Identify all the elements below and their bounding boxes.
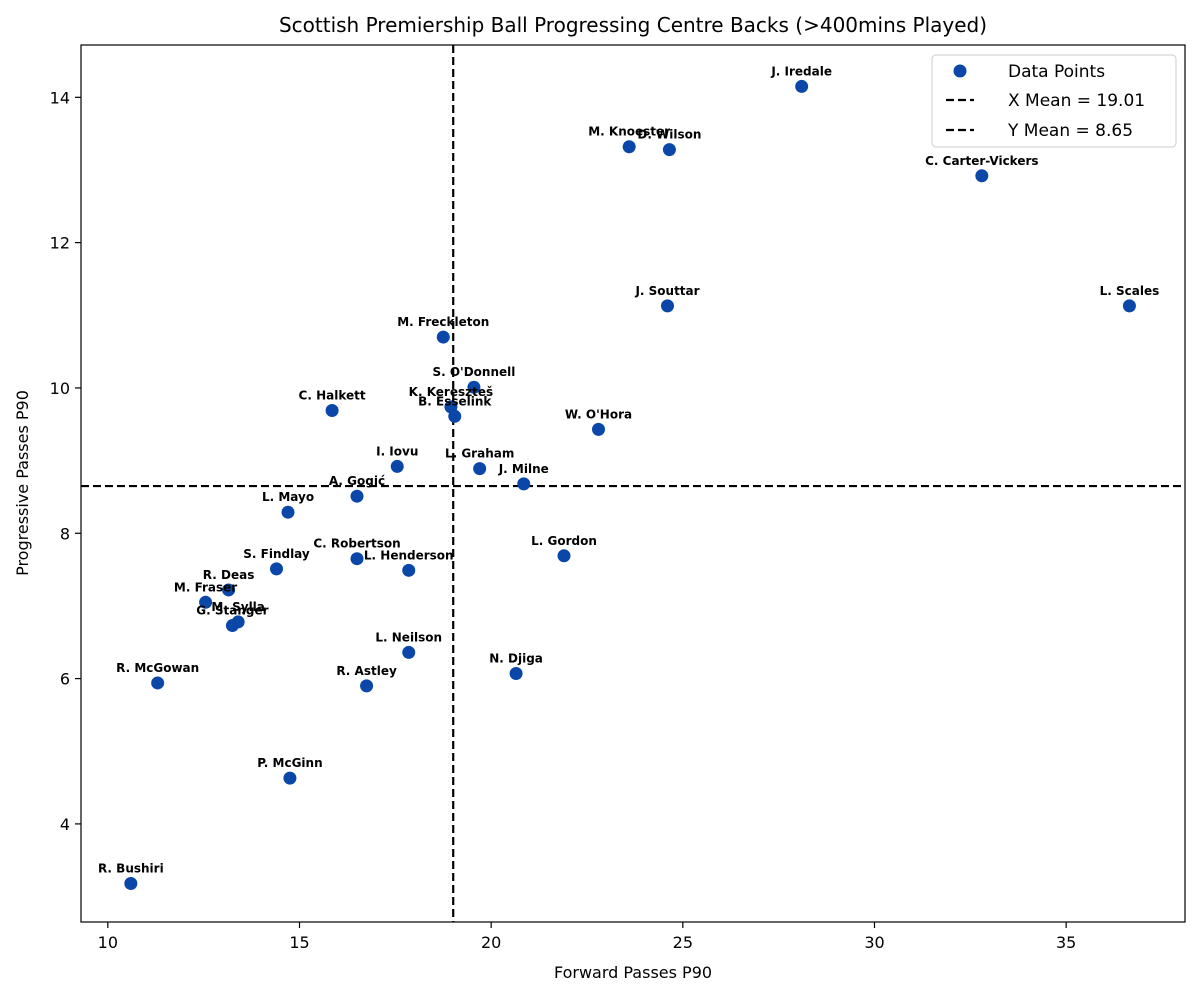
plot-area: 10 15 20 25 30 35 4 6 8 10 12 14 J. Iredale M. Knoest… (50, 44, 1186, 952)
plot-frame (80, 44, 1186, 923)
data-point (662, 143, 676, 157)
data-point (402, 563, 416, 577)
data-point-label: L. Graham (445, 447, 514, 461)
data-point-label: M. Knoester (588, 125, 670, 139)
y-tick-label: 6 (60, 670, 70, 689)
x-tick-label: 15 (289, 933, 309, 952)
data-point-label: L. Henderson (364, 548, 454, 562)
data-point-label: M. Fraser (174, 580, 237, 594)
data-point-label: R. Deas (203, 568, 255, 582)
legend-entry: X Mean = 19.01 (1008, 91, 1145, 111)
data-point-label: R. McGowan (116, 661, 199, 675)
data-point (448, 409, 462, 423)
data-point-label: B. Esselink (418, 394, 492, 408)
legend-entry: Y Mean = 8.65 (1007, 121, 1133, 141)
data-point-label: C. Halkett (299, 388, 366, 402)
data-point (402, 645, 416, 659)
data-point (795, 79, 809, 93)
data-point (467, 380, 481, 394)
data-point (225, 619, 239, 633)
x-tick-label: 35 (1056, 933, 1076, 952)
data-point-label: M. Freckleton (397, 315, 489, 329)
x-tick-label: 30 (864, 933, 884, 952)
data-point (436, 330, 450, 344)
data-point-label: L. Mayo (262, 490, 314, 504)
data-point-label: I. Iovu (376, 444, 418, 458)
data-point-label: N. Djiga (489, 652, 543, 666)
data-point (390, 459, 404, 473)
data-point (350, 552, 364, 566)
data-point (283, 771, 297, 785)
data-point-label: M. Sylla (211, 600, 264, 614)
data-point (557, 549, 571, 563)
legend-marker-points (953, 64, 967, 78)
data-point (151, 676, 165, 690)
data-point (1122, 299, 1136, 313)
data-point-label: K. Kereszteš (409, 385, 493, 399)
data-point-label: S. Findlay (243, 547, 310, 561)
data-point-label: P. McGinn (257, 756, 322, 770)
data-point-label: D. Wilson (637, 128, 701, 142)
legend: Data Points X Mean = 19.01 Y Mean = 8.65 (931, 54, 1177, 148)
data-point (622, 140, 636, 154)
data-point (592, 422, 605, 436)
data-point-label: A. Gogić (329, 474, 385, 488)
legend-entry: Data Points (1008, 62, 1105, 82)
data-point (975, 169, 989, 183)
data-point-label: J. Milne (498, 462, 549, 476)
data-point-label: L. Gordon (531, 534, 597, 548)
data-point (350, 489, 364, 503)
x-tick-label: 25 (673, 933, 693, 952)
y-tick-label: 8 (60, 524, 70, 543)
data-point-label: R. Bushiri (98, 861, 164, 875)
data-point-label: S. O'Donnell (432, 365, 515, 379)
data-point (124, 876, 138, 890)
data-point (281, 505, 295, 519)
data-point-label: L. Scales (1100, 284, 1160, 298)
x-tick-label: 10 (98, 933, 118, 952)
y-tick-label: 4 (60, 815, 70, 834)
legend-box (931, 54, 1177, 148)
data-point (473, 462, 487, 476)
data-point (360, 679, 374, 693)
data-point (325, 403, 339, 417)
chart-title: Scottish Premiership Ball Progressing Ce… (279, 13, 987, 37)
data-point-label: J. Souttar (634, 284, 699, 298)
data-point (270, 562, 283, 576)
data-point-label: G. Stanger (196, 604, 268, 618)
y-tick-label: 12 (50, 234, 70, 253)
y-tick-label: 14 (50, 88, 70, 107)
y-axis-label: Progressive Passes P90 (13, 390, 32, 576)
data-point (661, 299, 674, 313)
data-point-label: C. Robertson (313, 537, 400, 551)
data-point (509, 667, 523, 681)
data-point-label: J. Iredale (770, 64, 832, 78)
data-point-label: R. Astley (336, 664, 397, 678)
data-point (199, 595, 213, 609)
x-tick-label: 20 (481, 933, 501, 952)
data-point (222, 583, 236, 597)
x-axis-label: Forward Passes P90 (554, 963, 712, 982)
data-point-label: C. Carter-Vickers (925, 154, 1038, 168)
data-point (517, 477, 531, 491)
data-point-label: W. O'Hora (565, 407, 632, 421)
data-point-label: L. Neilson (375, 630, 442, 644)
y-tick-label: 10 (50, 379, 70, 398)
